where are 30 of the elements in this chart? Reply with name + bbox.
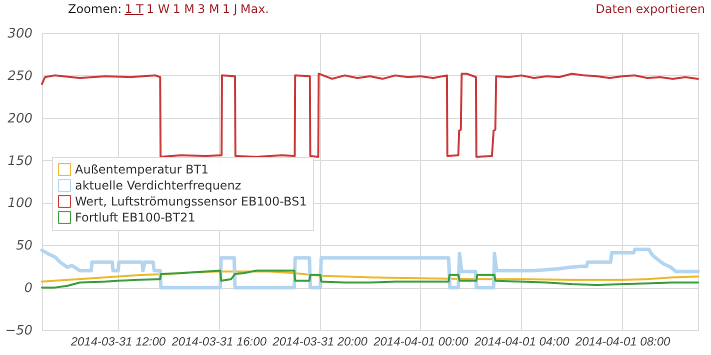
x-tick-label: 2014-04-01 00:00 [372,334,469,348]
legend-label: Fortluft EB100-BT21 [75,210,196,224]
text: Max. [240,2,269,16]
text: 1 W [146,2,170,16]
x-tick-label: 2014-03-31 16:00 [170,334,267,348]
y-tick-label: 300 [8,26,32,42]
text: Daten exportieren [596,2,705,16]
y-tick-label: −50 [5,324,32,338]
y-tick-label: 150 [8,154,32,169]
text: Zoomen: [68,2,122,16]
line-series [41,270,699,283]
x-tick-label: 2014-03-31 12:00 [70,334,166,348]
text: 3 M [198,2,220,16]
y-tick-label: 0 [24,281,32,296]
x-tick-label: 2014-03-31 20:00 [272,334,368,348]
legend-label: aktuelle Verdichterfrequenz [75,178,242,192]
y-tick-label: 200 [8,111,32,126]
line-series [41,270,699,289]
x-tick-label: 2014-04-01 04:00 [474,334,570,348]
legend-label: Außentemperatur BT1 [75,162,209,176]
y-tick-label: 250 [8,68,32,84]
legend-label: Wert, Luftströmungssensor EB100-BS1 [75,194,307,208]
text: 1 T [124,2,144,16]
x-tick-label: 2014-04-01 08:00 [574,334,671,348]
text: 1 M [172,2,195,16]
line-series [40,248,700,290]
y-tick-label: 100 [8,196,32,212]
y-tick-label: 50 [16,238,32,254]
line-series [41,72,699,158]
text: 1 J [222,2,238,16]
